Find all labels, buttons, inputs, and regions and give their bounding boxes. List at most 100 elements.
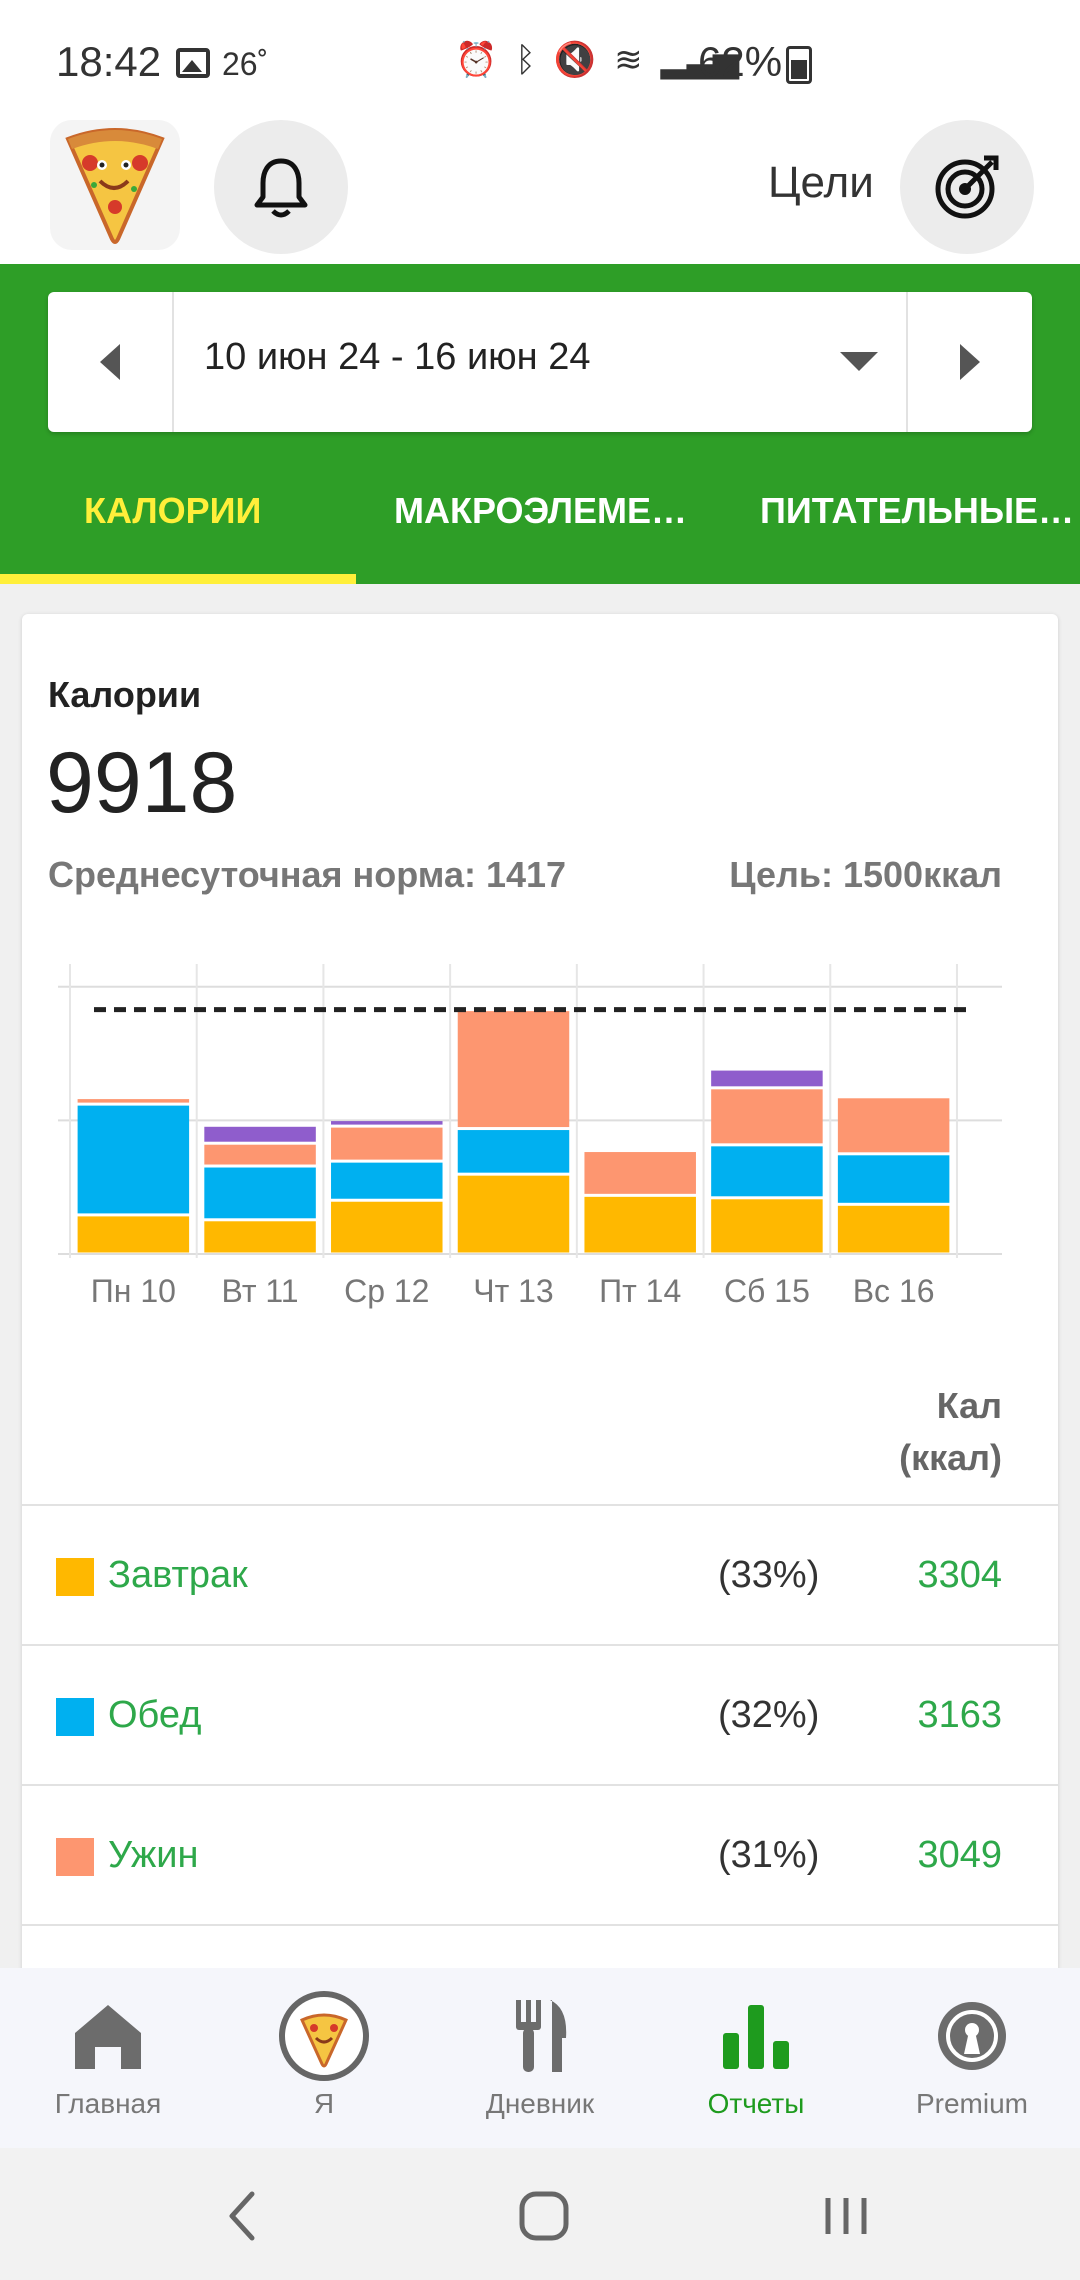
bar-segment: [77, 1216, 190, 1253]
bar-segment: [204, 1144, 316, 1165]
alarm-icon: ⏰: [455, 41, 498, 79]
x-tick-label: Вт 11: [222, 1273, 299, 1309]
battery-percent: 62%: [698, 38, 783, 85]
report-tabs: КАЛОРИИ МАКРОЭЛЕМЕ… ПИТАТЕЛЬНЫЕ…: [0, 460, 1080, 584]
bar-segment: [711, 1199, 823, 1253]
premium-badge-icon: [864, 1988, 1080, 2084]
tab-macronutrients[interactable]: МАКРОЭЛЕМЕ…: [394, 490, 688, 531]
app-header: Цели: [0, 120, 1080, 264]
system-home-button[interactable]: [494, 2178, 594, 2254]
bar-segment: [711, 1070, 823, 1087]
target-icon: [935, 155, 999, 219]
goals-label[interactable]: Цели: [768, 158, 874, 207]
notifications-button[interactable]: [214, 120, 348, 254]
tab-calories[interactable]: КАЛОРИИ: [84, 490, 262, 531]
dropdown-arrow-icon[interactable]: [840, 352, 878, 371]
bar-segment: [331, 1201, 443, 1253]
date-range-label[interactable]: 10 июн 24 - 16 июн 24: [204, 336, 591, 378]
wifi-icon: ≋: [614, 41, 643, 79]
meal-row-next[interactable]: [22, 1924, 1058, 2014]
system-recents-button[interactable]: [796, 2178, 896, 2254]
x-tick-label: Пт 14: [599, 1273, 681, 1309]
goals-button[interactable]: [900, 120, 1034, 254]
nav-label: Дневник: [485, 2088, 595, 2119]
calories-bar-chart: Пн 10 Вт 11 Ср 12 Чт 13 Пт 14 Сб 15 Вс 16: [58, 964, 1002, 1309]
status-time: 18:42: [56, 38, 162, 85]
fork-knife-icon: [432, 1988, 648, 2084]
nav-reports[interactable]: Отчеты: [648, 1968, 864, 2148]
system-back-button[interactable]: [192, 2178, 292, 2254]
kcal-header-line1: Кал: [936, 1385, 1002, 1426]
x-tick-label: Вс 16: [853, 1273, 935, 1309]
pizza-avatar-icon[interactable]: [50, 120, 180, 250]
meal-name[interactable]: Обед: [108, 1694, 202, 1736]
meal-percent: (32%): [718, 1694, 820, 1736]
bar-chart-icon: [648, 1988, 864, 2084]
bar-segment: [77, 1105, 190, 1214]
meal-row-breakfast[interactable]: Завтрак (33%) 3304: [22, 1504, 1058, 1644]
bar-segment: [837, 1205, 950, 1253]
kcal-column-header: Кал (ккал): [899, 1380, 1002, 1484]
nav-label: Отчеты: [707, 2088, 805, 2119]
previous-week-button[interactable]: [48, 292, 174, 432]
bar-segment: [711, 1089, 823, 1144]
x-tick-label: Пн 10: [91, 1273, 176, 1309]
kcal-header-line2: (ккал): [899, 1437, 1002, 1478]
bluetooth-icon: ᛒ: [515, 40, 536, 79]
date-range-picker[interactable]: 10 июн 24 - 16 июн 24: [48, 292, 1032, 432]
bar-segment: [331, 1121, 443, 1125]
meal-kcal: 3049: [917, 1834, 1002, 1876]
home-square-icon: [519, 2191, 569, 2241]
nav-premium[interactable]: Premium: [864, 1968, 1080, 2148]
bar-segment: [331, 1127, 443, 1160]
bar-segment: [584, 1196, 696, 1253]
x-tick-label: Чт 13: [473, 1273, 553, 1309]
nav-home[interactable]: Главная: [0, 1968, 216, 2148]
meal-name[interactable]: Завтрак: [108, 1554, 248, 1596]
tab-indicator: [0, 574, 356, 584]
bar-segment: [837, 1098, 950, 1153]
bar-segment: [457, 1130, 570, 1173]
nav-label: Главная: [54, 2088, 162, 2119]
nav-label: Я: [313, 2088, 335, 2119]
meal-kcal: 3163: [917, 1694, 1002, 1736]
nav-label: Premium: [915, 2088, 1028, 2119]
profile-pizza-icon: [216, 1988, 432, 2084]
system-icons: ⏰ ᛒ 🔇 ≋ ▂▃▅: [455, 40, 739, 80]
bar-segment: [204, 1126, 316, 1142]
meal-percent: (31%): [718, 1834, 820, 1876]
bell-icon: [254, 158, 308, 218]
card-title: Калории: [48, 674, 202, 715]
goal-label: Цель: 1500ккал: [729, 854, 1002, 895]
status-bar: 18:42 26˚ ⏰ ᛒ 🔇 ≋ ▂▃▅ 62%: [0, 0, 1080, 120]
nav-diary[interactable]: Дневник: [432, 1968, 648, 2148]
meal-row-dinner[interactable]: Ужин (31%) 3049: [22, 1784, 1058, 1924]
signal-icon: ▂▃▅: [660, 41, 740, 79]
bar-segment: [711, 1146, 823, 1197]
bar-segment: [204, 1221, 316, 1253]
system-navigation-bar: [0, 2148, 1080, 2280]
home-icon: [0, 1988, 216, 2084]
reports-toolbar: 10 июн 24 - 16 июн 24 КАЛОРИИ МАКРОЭЛЕМЕ…: [0, 264, 1080, 584]
lunch-swatch: [56, 1698, 94, 1736]
bar-segment: [837, 1155, 950, 1203]
meal-row-lunch[interactable]: Обед (32%) 3163: [22, 1644, 1058, 1784]
meal-percent: (33%): [718, 1554, 820, 1596]
image-icon: [176, 48, 210, 78]
breakfast-swatch: [56, 1558, 94, 1596]
next-week-button[interactable]: [906, 292, 1032, 432]
bar-segment: [457, 1011, 570, 1128]
nav-me[interactable]: Я: [216, 1968, 432, 2148]
dinner-swatch: [56, 1838, 94, 1876]
meal-kcal: 3304: [917, 1554, 1002, 1596]
arrow-left-icon: [100, 344, 120, 380]
mute-icon: 🔇: [553, 41, 597, 79]
meal-name[interactable]: Ужин: [108, 1834, 199, 1876]
recents-icon: [825, 2198, 867, 2234]
tab-nutrients[interactable]: ПИТАТЕЛЬНЫЕ…: [760, 490, 1075, 531]
daily-average-label: Среднесуточная норма: 1417: [48, 854, 567, 895]
status-temperature: 26˚: [222, 46, 269, 82]
x-tick-label: Ср 12: [344, 1273, 429, 1309]
arrow-right-icon: [960, 344, 980, 380]
calories-total: 9918: [46, 735, 238, 831]
